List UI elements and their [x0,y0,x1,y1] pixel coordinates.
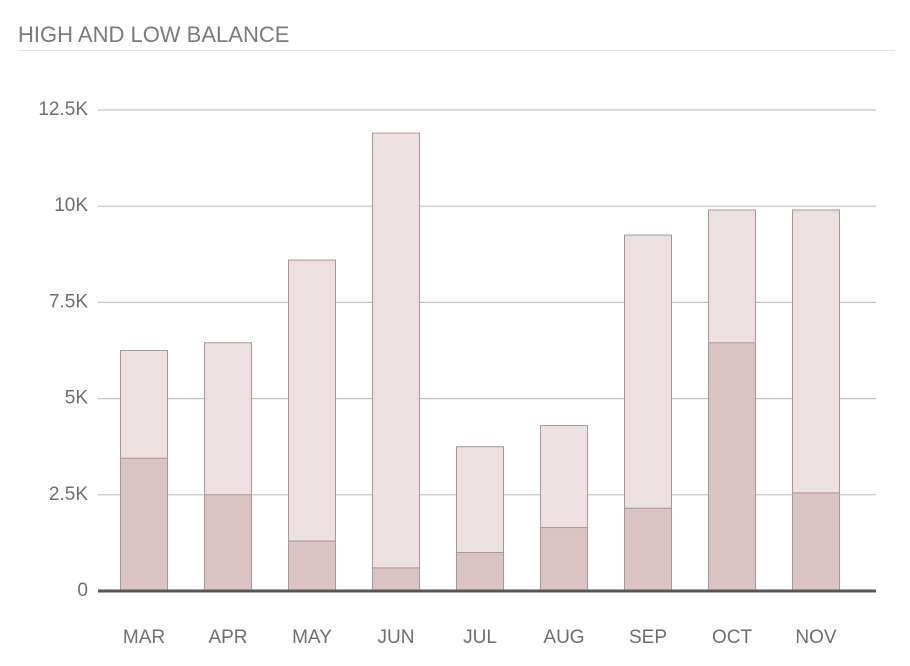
x-tick-label: AUG [543,627,584,648]
bar [372,567,420,592]
bar [288,540,336,592]
x-tick-label: OCT [712,627,753,648]
x-tick-label: JUN [378,627,415,648]
x-tick-label: MAR [123,627,165,648]
x-tick-label: NOV [795,627,837,648]
y-tick-label: 10K [54,195,88,216]
chart-title: HIGH AND LOW BALANCE [18,22,289,47]
x-tick-label: JUL [463,627,497,648]
x-tick-label: MAY [292,627,332,648]
bar [372,132,420,592]
bar [204,494,252,592]
bar [540,527,588,592]
bar [624,507,672,592]
bar [792,492,840,592]
x-tick-label: APR [208,627,247,648]
y-tick-label: 2.5K [49,484,88,505]
bar [120,457,168,592]
y-tick-label: 7.5K [49,291,88,312]
y-tick-label: 12.5K [38,99,88,120]
y-tick-label: 0 [77,580,88,601]
y-tick-label: 5K [65,388,89,409]
bar [708,342,756,592]
x-tick-label: SEP [629,627,667,648]
bar [456,552,504,592]
bar [288,259,336,592]
